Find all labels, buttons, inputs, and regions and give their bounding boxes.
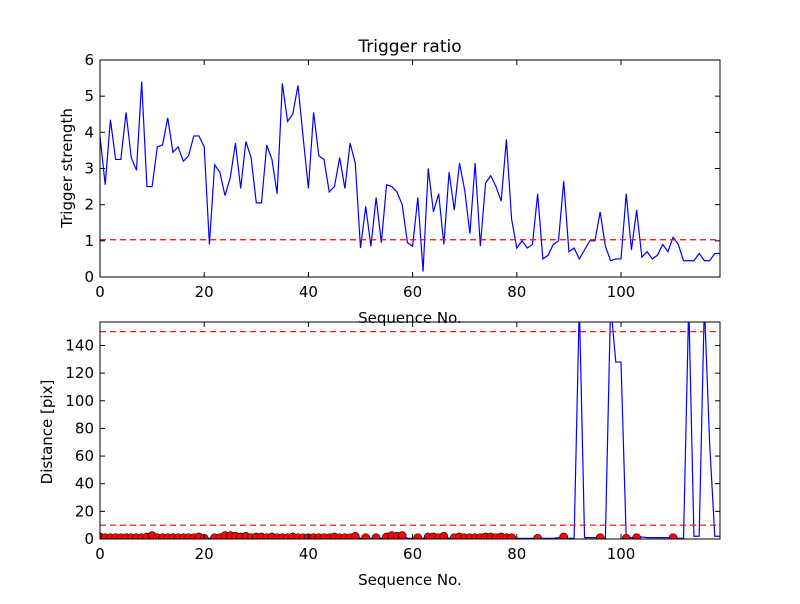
y-tick-label: 60 [75, 447, 94, 465]
distance-chart: 0 20 40 60 80 100 0 20 40 60 80 100 120 140 Sequence … [38, 321, 721, 589]
plot-clip [100, 322, 720, 539]
y-tick-label: 4 [84, 123, 94, 141]
x-tick-label: 100 [607, 283, 636, 301]
y-tick-label: 6 [84, 51, 94, 69]
x-tick-label: 60 [403, 283, 422, 301]
data-point [533, 534, 542, 539]
y-tick-label: 140 [65, 336, 94, 354]
data-point [507, 533, 516, 539]
plot-clip [100, 81, 720, 272]
y-axis-label: Trigger strength [58, 108, 76, 229]
y-tick-label: 80 [75, 419, 94, 437]
x-tick-label: 80 [507, 283, 526, 301]
trigger-ratio-chart: Trigger ratio 0 20 40 60 80 100 0 1 2 3 4 5 6 Sequen… [58, 37, 721, 327]
x-tick-label: 100 [607, 545, 636, 563]
y-tick-label: 40 [75, 475, 94, 493]
x-tick-label: 0 [95, 283, 105, 301]
y-tick-label: 100 [65, 392, 94, 410]
series-line [100, 81, 720, 272]
y-tick-label: 5 [84, 87, 94, 105]
x-axis-label: Sequence No. [358, 309, 462, 327]
x-tick-label: 0 [95, 545, 105, 563]
x-tick-label: 60 [403, 545, 422, 563]
y-tick-label: 120 [65, 364, 94, 382]
data-point [595, 533, 605, 539]
y-tick-label: 0 [84, 530, 94, 548]
x-tick-label: 20 [195, 283, 214, 301]
data-point [632, 533, 641, 539]
trigger-plot-area: 0 20 40 60 80 100 0 1 2 3 4 5 6 [84, 51, 721, 301]
y-tick-label: 1 [84, 232, 94, 250]
y-tick-label: 20 [75, 502, 94, 520]
y-tick-label: 3 [84, 160, 94, 178]
data-point [439, 531, 449, 539]
data-point [621, 534, 631, 539]
plot-frame [99, 321, 721, 540]
chart-title: Trigger ratio [357, 37, 461, 57]
data-point [559, 532, 568, 539]
distance-plot-area: 0 20 40 60 80 100 0 20 40 60 80 100 120 140 [65, 321, 721, 563]
data-point [668, 533, 678, 539]
x-tick-label: 20 [195, 545, 214, 563]
x-tick-label: 40 [299, 545, 318, 563]
data-point [371, 533, 381, 539]
y-tick-label: 2 [84, 196, 94, 214]
y-tick-label: 0 [84, 268, 94, 286]
x-tick-label: 80 [507, 545, 526, 563]
x-axis-label-bottom: Sequence No. [358, 571, 462, 589]
x-tick-label: 40 [299, 283, 318, 301]
data-point [413, 533, 423, 539]
data-point [350, 531, 360, 539]
data-point [361, 533, 371, 539]
data-point [397, 531, 407, 539]
y-axis-label-bottom: Distance [pix] [38, 380, 56, 485]
